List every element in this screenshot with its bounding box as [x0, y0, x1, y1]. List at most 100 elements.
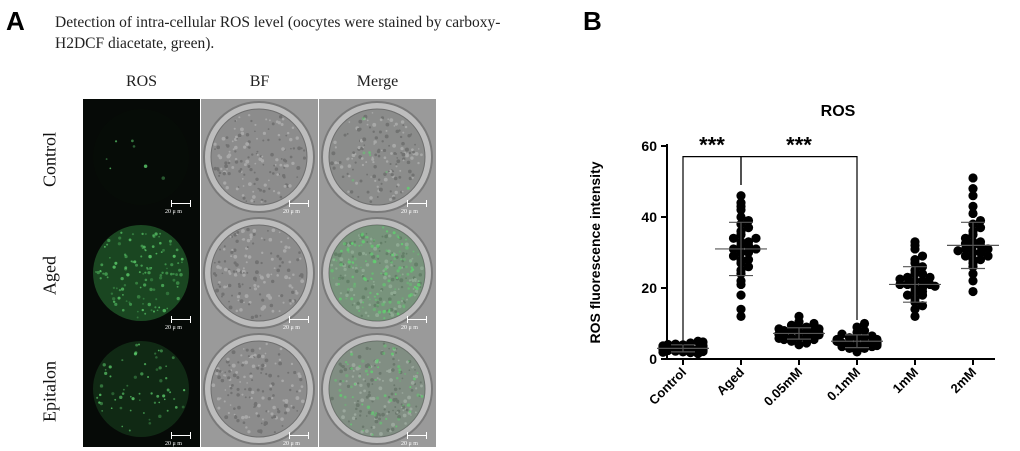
data-point-4-16: [902, 272, 913, 282]
data-point-1-11: [728, 251, 739, 261]
data-point-1-30: [736, 198, 746, 208]
data-point-3-29: [872, 337, 882, 347]
data-point-0-29: [698, 345, 708, 355]
data-point-5-12: [983, 244, 993, 254]
x-tick-label-1mm: 1mM: [890, 365, 922, 397]
data-point-0-27: [658, 341, 668, 351]
data-point-5-23: [968, 208, 978, 219]
data-point-5-28: [953, 246, 963, 256]
column-header-bf: BF: [249, 73, 270, 90]
data-point-5-16: [975, 237, 986, 247]
panel-a-caption: Detection of intra-cellular ROS level (o…: [55, 14, 501, 52]
data-point-0-15: [670, 339, 681, 349]
data-point-1-1: [736, 304, 746, 314]
x-tick-label-control: Control: [646, 365, 689, 408]
data-point-5-26: [968, 184, 978, 194]
data-point-1-10: [743, 255, 754, 265]
data-point-5-7: [960, 251, 971, 261]
data-point-4-2: [917, 301, 928, 311]
x-tick-label-aged: Aged: [714, 364, 748, 398]
scale-bar: [171, 432, 191, 442]
panel-a-letter: A: [6, 6, 25, 36]
data-point-3-21: [837, 329, 847, 339]
data-point-5-24: [968, 201, 978, 211]
data-point-5-0: [968, 286, 978, 297]
y-tick-label: 20: [641, 280, 657, 296]
data-point-1-19: [743, 237, 754, 247]
ros-dot-plot: ROS ROS fluorescence intensity 0 20 40 60 Cont…: [587, 103, 999, 409]
data-point-2-29: [774, 333, 784, 344]
data-point-2-24: [809, 318, 819, 329]
data-point-3-24: [852, 322, 862, 332]
data-point-4-17: [925, 272, 935, 282]
data-point-5-8: [983, 251, 993, 261]
data-point-1-24: [743, 223, 754, 233]
y-tick-label: 60: [641, 138, 657, 154]
data-point-4-15: [917, 276, 928, 286]
data-point-2-26: [794, 311, 804, 321]
data-point-4-0: [910, 311, 920, 321]
data-point-4-6: [902, 290, 913, 300]
data-point-5-20: [975, 223, 986, 233]
data-point-2-7: [786, 333, 797, 343]
micrograph-aged-merge: 20 μ m: [319, 215, 436, 331]
data-point-4-1: [910, 304, 920, 314]
significance-label-1: ***: [786, 133, 812, 158]
column-header-merge: Merge: [356, 73, 399, 90]
scale-bar: [289, 316, 309, 326]
micrograph-control-ros: 20 μ m: [83, 99, 200, 215]
scale-bar-label: 20 μ m: [165, 441, 182, 447]
data-point-2-20: [774, 324, 784, 334]
scale-bar-label: 20 μ m: [401, 325, 418, 331]
scale-bar: [407, 316, 427, 326]
data-point-1-13: [743, 247, 754, 258]
data-point-0-7: [685, 348, 696, 358]
column-header-ros: ROS: [125, 73, 158, 90]
x-tick-label-2mm: 2mM: [948, 365, 980, 397]
data-point-0-23: [658, 347, 668, 357]
scale-bar-label: 20 μ m: [165, 209, 182, 215]
data-point-1-20: [728, 233, 739, 243]
data-point-5-27: [968, 173, 978, 183]
micrograph-control-merge: 20 μ m: [319, 99, 436, 215]
y-tick-label: 40: [641, 209, 657, 225]
scale-bar-label: 20 μ m: [401, 441, 418, 447]
data-point-4-23: [910, 255, 920, 265]
scale-bar-label: 20 μ m: [401, 209, 418, 215]
scale-bar-label: 20 μ m: [283, 441, 300, 447]
data-point-0-28: [698, 337, 708, 347]
data-point-5-6: [975, 255, 986, 265]
data-point-4-27: [910, 237, 920, 247]
data-point-1-7: [743, 262, 754, 272]
row-label-aged: Aged: [39, 256, 60, 295]
data-point-5-2: [968, 269, 978, 279]
data-point-4-19: [917, 269, 928, 279]
panel-b-letter: B: [583, 6, 602, 36]
data-point-5-29: [960, 239, 971, 249]
scale-bar-label: 20 μ m: [165, 325, 182, 331]
data-point-1-27: [736, 212, 746, 222]
data-point-1-21: [751, 233, 761, 243]
data-point-2-0: [794, 340, 804, 350]
micrograph-aged-ros: 20 μ m: [83, 215, 200, 331]
row-label-control: Control: [39, 132, 60, 188]
micrograph-control-bf: 20 μ m: [201, 99, 318, 215]
scale-bar: [171, 200, 191, 210]
data-point-4-24: [917, 251, 928, 261]
micrograph-epitalon-merge: 20 μ m: [319, 331, 436, 447]
y-axis-label: ROS fluorescence intensity: [587, 161, 603, 343]
data-point-1-2: [736, 290, 746, 300]
data-point-5-22: [975, 215, 986, 226]
scale-bar: [171, 316, 191, 326]
scale-bar-label: 20 μ m: [283, 209, 300, 215]
micrograph-epitalon-bf: 20 μ m: [201, 331, 318, 447]
data-point-1-31: [736, 191, 746, 201]
data-point-5-25: [968, 191, 978, 201]
chart-title: ROS: [821, 103, 856, 120]
y-tick-label: 0: [649, 351, 657, 367]
data-point-3-20: [867, 331, 877, 341]
data-point-4-29: [895, 274, 905, 284]
x-tick-label-01mm: 0.1mM: [824, 365, 863, 404]
data-point-3-25: [859, 318, 870, 329]
micrograph-epitalon-ros: 20 μ m: [83, 331, 200, 447]
